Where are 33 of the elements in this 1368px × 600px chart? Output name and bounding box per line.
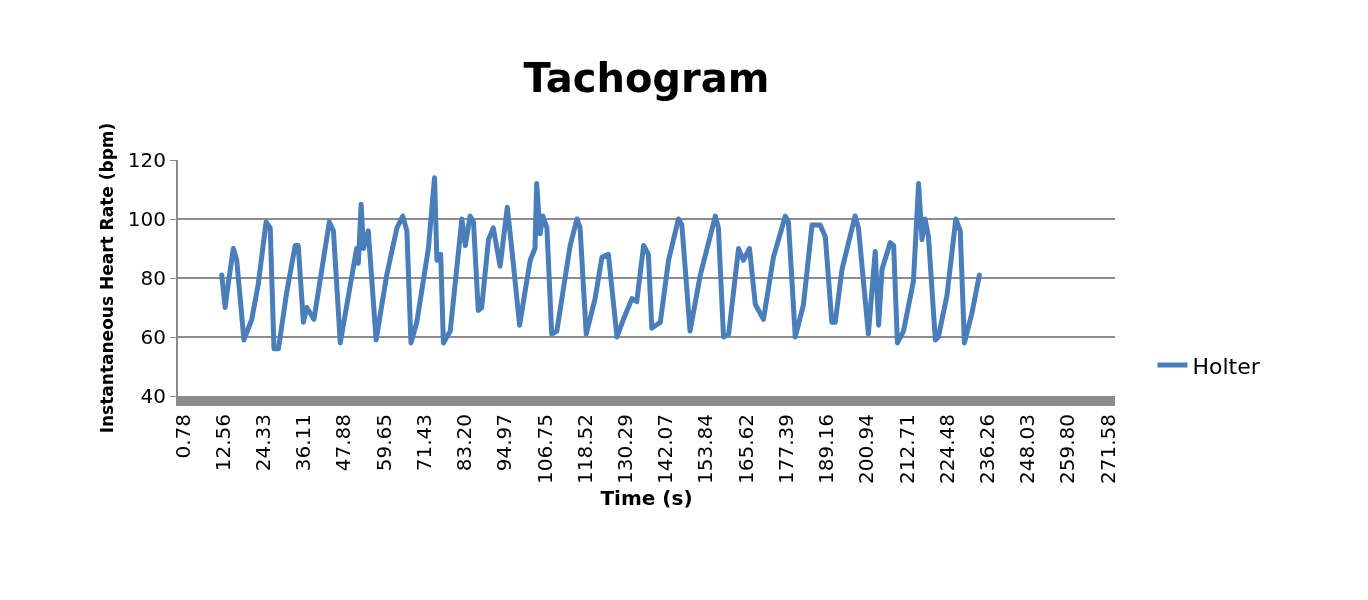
- x-tick-label: 36.11: [291, 414, 316, 472]
- x-tick-label: 212.71: [894, 414, 919, 484]
- x-tick-label: 71.43: [411, 414, 436, 472]
- y-tick-label: 120: [127, 148, 166, 172]
- x-tick-label: 59.65: [371, 414, 396, 472]
- x-tick-label: 83.20: [452, 414, 477, 472]
- x-tick-label: 224.48: [934, 414, 959, 484]
- y-tick-label: 100: [127, 207, 166, 231]
- x-tick-label: 271.58: [1095, 414, 1120, 484]
- x-tick-label: 165.62: [733, 414, 758, 484]
- x-tick-label: 12.56: [210, 414, 235, 472]
- x-tick-label: 189.16: [814, 414, 839, 484]
- x-tick-label: 177.39: [773, 414, 798, 484]
- legend-label: Holter: [1192, 353, 1261, 379]
- x-tick-label: 200.94: [854, 414, 879, 484]
- y-tick-label: 40: [140, 384, 166, 408]
- x-tick-label: 130.29: [612, 414, 637, 484]
- x-tick-label: 248.03: [1015, 414, 1040, 484]
- x-tick-label: 236.26: [974, 414, 999, 484]
- x-tick-label: 259.80: [1055, 414, 1080, 484]
- x-tick-label: 24.33: [251, 414, 275, 472]
- y-tick-label: 60: [140, 325, 166, 349]
- x-tick-label: 0.78: [170, 414, 195, 459]
- x-axis-title: Time (s): [600, 485, 693, 510]
- y-axis-title: Instantaneous Heart Rate (bpm): [96, 122, 117, 434]
- y-tick-label: 80: [140, 266, 166, 290]
- x-tick-label: 153.84: [693, 414, 718, 484]
- chart-title: Tachogram: [523, 55, 770, 101]
- x-tick-label: 142.07: [653, 414, 678, 484]
- x-tick-label: 106.75: [532, 414, 557, 484]
- x-tick-label: 47.88: [331, 414, 356, 472]
- x-tick-label: 118.52: [572, 414, 597, 484]
- x-tick-label: 94.97: [492, 414, 517, 472]
